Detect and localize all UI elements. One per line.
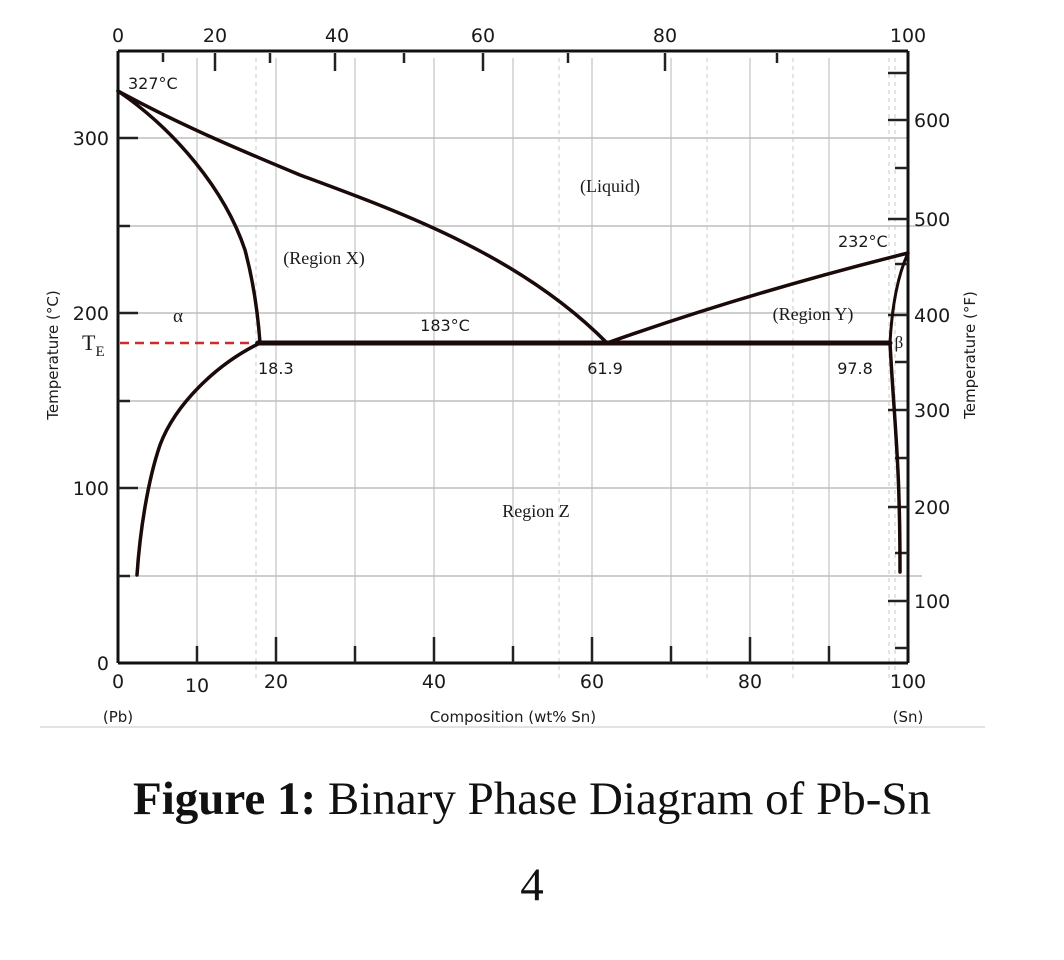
liquid-region-label: (Liquid): [580, 176, 640, 197]
grid-vertical: [196, 58, 830, 663]
liquidus-left: [116, 89, 609, 345]
bottom-axis-ticks: [195, 637, 831, 663]
svg-text:100: 100: [890, 671, 926, 693]
svg-text:20: 20: [203, 25, 227, 47]
page-number: 4: [520, 859, 544, 911]
top-axis-labels: 0 20 40 60 80 100: [112, 25, 926, 47]
left-axis-labels: 0 100 200 300: [73, 128, 109, 675]
alpha-solubility-label: 18.3: [258, 359, 294, 378]
solidus-beta: [888, 251, 910, 345]
top-axis-ticks: [161, 53, 779, 71]
svg-text:0: 0: [97, 653, 109, 675]
liquidus-right: [605, 251, 910, 345]
svg-text:60: 60: [580, 671, 604, 693]
svg-text:0: 0: [112, 25, 124, 47]
svg-text:80: 80: [738, 671, 762, 693]
svg-text:100: 100: [890, 25, 926, 47]
svg-text:100: 100: [914, 591, 950, 613]
y-left-axis-title: Temperature (°C): [44, 290, 62, 420]
axes-frame: [116, 49, 910, 665]
solvus-alpha: [135, 341, 262, 577]
y-right-axis-title: Temperature (°F): [961, 291, 979, 420]
alpha-phase-label: α: [173, 306, 183, 327]
beta-solubility-label: 97.8: [837, 359, 873, 378]
svg-text:300: 300: [914, 400, 950, 422]
svg-text:100: 100: [73, 478, 109, 500]
svg-text:600: 600: [914, 110, 950, 132]
svg-text:80: 80: [653, 25, 677, 47]
right-axis-ticks: [888, 71, 908, 650]
te-label: TE: [82, 330, 105, 360]
svg-text:60: 60: [471, 25, 495, 47]
figure-caption: Figure 1: Binary Phase Diagram of Pb-Sn: [0, 772, 1064, 826]
svg-text:0: 0: [112, 671, 124, 693]
svg-text:200: 200: [914, 497, 950, 519]
grid-vertical-dotted: [255, 58, 896, 680]
svg-text:200: 200: [73, 303, 109, 325]
solidus-alpha: [116, 89, 262, 345]
solvus-beta: [888, 341, 902, 574]
region-y-label: (Region Y): [773, 304, 854, 325]
right-axis-labels: 600 500 400 300 200 100: [914, 110, 950, 613]
eutectic-temp-label: 183°C: [420, 316, 470, 335]
eutectic-composition-label: 61.9: [587, 359, 623, 378]
figure-caption-text: Binary Phase Diagram of Pb-Sn: [316, 773, 932, 825]
pb-melting-label: 327°C: [128, 74, 178, 93]
x-axis-left-end-label: (Pb): [103, 708, 133, 726]
bottom-axis-labels: 0 10 20 40 60 80 100: [112, 671, 926, 697]
svg-text:40: 40: [422, 671, 446, 693]
svg-text:400: 400: [914, 305, 950, 327]
svg-text:10: 10: [185, 675, 209, 697]
grid-horizontal: [118, 137, 930, 577]
left-axis-ticks: [118, 136, 138, 578]
x-axis-title: Composition (wt% Sn): [430, 708, 596, 726]
beta-phase-label: β: [895, 333, 904, 352]
sn-melting-label: 232°C: [838, 232, 888, 251]
svg-text:20: 20: [264, 671, 288, 693]
x-axis-right-end-label: (Sn): [893, 708, 924, 726]
region-x-label: (Region X): [283, 248, 364, 269]
region-z-label: Region Z: [502, 501, 570, 521]
svg-text:500: 500: [914, 209, 950, 231]
svg-text:40: 40: [325, 25, 349, 47]
figure-caption-label: Figure 1:: [132, 773, 317, 825]
phase-boundaries: [116, 89, 910, 577]
svg-text:300: 300: [73, 128, 109, 150]
